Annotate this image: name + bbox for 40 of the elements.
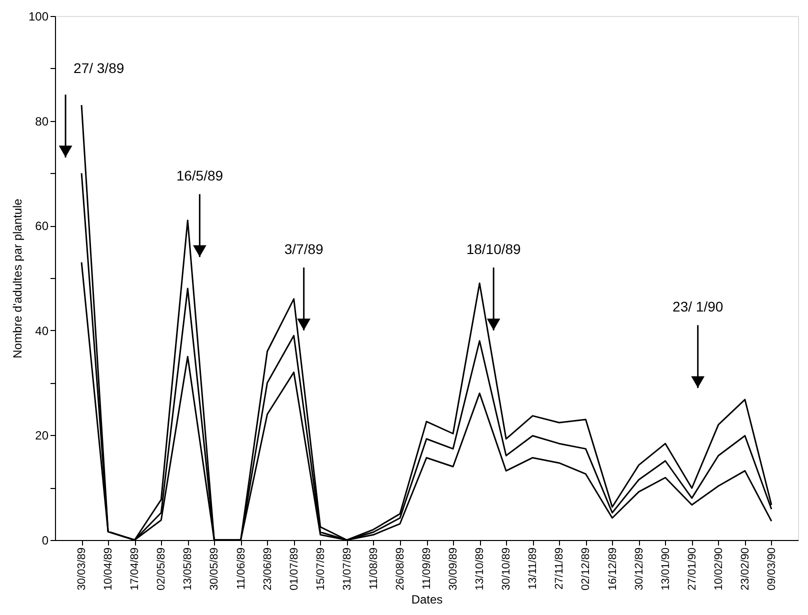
annotation: 23/ 1/90	[672, 298, 724, 315]
x-tick-label: 30/09/89	[448, 548, 460, 590]
x-tick-label: 27/01/90	[686, 548, 698, 590]
y-tick-label: 80	[35, 114, 49, 128]
y-axis-title: Nombre d'adultes par plantule	[10, 198, 24, 358]
y-tick-label: 40	[35, 324, 49, 338]
x-tick-label: 31/07/89	[341, 548, 354, 590]
x-tick-label: 01/07/89	[288, 548, 300, 590]
x-tick-label: 16/12/89	[606, 548, 619, 590]
y-tick-label: 20	[35, 428, 49, 443]
x-tick-label: 30/03/89	[76, 548, 88, 590]
x-tick-label: 11/08/89	[368, 548, 380, 590]
x-tick-label: 23/06/89	[262, 548, 274, 590]
x-tick-label: 10/04/89	[102, 548, 115, 590]
x-axis-title: Dates	[411, 592, 443, 606]
x-tick-label: 02/12/89	[580, 548, 592, 590]
x-tick-label: 13/05/89	[182, 548, 194, 590]
y-tick-label: 100	[28, 10, 49, 24]
x-tick-label: 26/08/89	[394, 548, 406, 590]
x-tick-label: 30/12/89	[633, 548, 646, 590]
x-tick-label: 09/03/90	[766, 548, 778, 590]
x-tick-label: 02/05/89	[156, 548, 168, 590]
x-tick-label: 17/04/89	[129, 548, 142, 590]
x-tick-label: 13/11/89	[527, 548, 540, 590]
x-tick-label: 11/06/89	[235, 548, 248, 590]
annotation: 3/7/89	[284, 241, 324, 258]
x-tick-label: 13/01/90	[660, 548, 672, 590]
x-tick-label: 11/09/89	[421, 548, 433, 590]
x-tick-label: 13/10/89	[474, 548, 486, 590]
y-tick-label: 0	[42, 534, 49, 548]
x-tick-label: 15/07/89	[314, 548, 327, 590]
annotation: 27/ 3/89	[74, 60, 124, 76]
annotation: 16/5/89	[176, 168, 224, 184]
y-tick-label: 60	[35, 219, 49, 234]
x-tick-label: 27/11/89	[554, 548, 566, 590]
annotation: 18/10/89	[466, 241, 522, 258]
x-tick-label: 30/05/89	[208, 548, 221, 590]
x-tick-label: 10/02/90	[712, 548, 725, 590]
x-tick-label: 30/10/89	[500, 548, 513, 590]
x-tick-label: 23/02/90	[739, 548, 752, 590]
